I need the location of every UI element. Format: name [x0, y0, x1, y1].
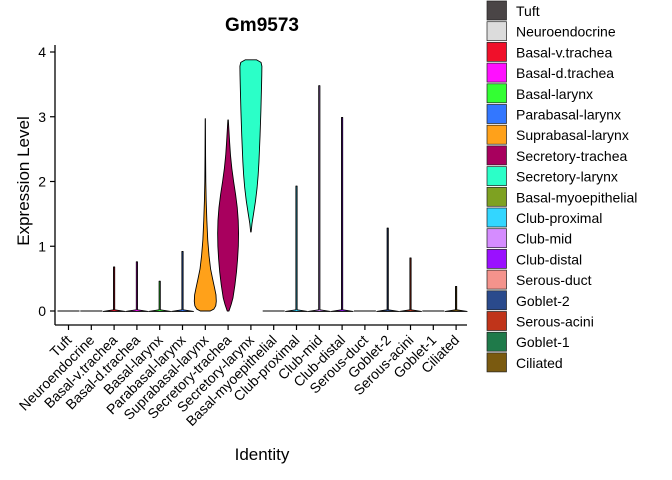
- legend-label-club-proximal: Club-proximal: [516, 210, 602, 226]
- legend-key-basal-larynx: [486, 83, 507, 104]
- legend: Tuft Neuroendocrine Basal-v.trachea Basal-d…: [486, 0, 637, 373]
- violin-secretory-larynx: [239, 59, 263, 233]
- legend-key-ciliated: [486, 352, 507, 373]
- y-tick-label: 1: [38, 238, 46, 254]
- violin-club-distal: [330, 116, 354, 312]
- violin-parabasal-larynx: [171, 250, 194, 312]
- legend-label-ciliated: Ciliated: [516, 355, 563, 371]
- legend-label-parabasal-larynx: Parabasal-larynx: [516, 107, 621, 123]
- legend-key-basal-v-trachea: [486, 42, 507, 62]
- legend-label-serous-duct: Serous-duct: [516, 272, 592, 288]
- legend-key-neuroendocrine: [486, 21, 507, 42]
- legend-label-basal-larynx: Basal-larynx: [516, 86, 593, 102]
- legend-label-neuroendocrine: Neuroendocrine: [516, 24, 616, 40]
- legend-label-club-distal: Club-distal: [516, 251, 582, 267]
- legend-label-basal-d-trachea: Basal-d.trachea: [516, 65, 614, 81]
- legend-key-basal-d-trachea: [486, 62, 507, 83]
- violin-ciliated: [444, 285, 468, 312]
- legend-label-suprabasal-larynx: Suprabasal-larynx: [516, 127, 629, 143]
- legend-key-club-mid: [486, 228, 507, 249]
- legend-label-serous-acini: Serous-acini: [516, 314, 594, 330]
- y-tick-label: 4: [38, 44, 46, 60]
- legend-key-goblet-1: [486, 331, 507, 352]
- legend-label-tuft: Tuft: [516, 3, 540, 19]
- legend-key-club-proximal: [486, 207, 507, 228]
- violin-basal-d-trachea: [125, 261, 149, 312]
- violin-basal-larynx: [148, 280, 172, 312]
- y-tick-label: 2: [38, 174, 46, 190]
- x-axis-title: Identity: [235, 445, 290, 464]
- violin-club-proximal: [285, 185, 308, 312]
- violin-club-mid: [307, 85, 331, 312]
- legend-label-goblet-1: Goblet-1: [516, 334, 570, 350]
- legend-key-serous-duct: [486, 269, 507, 290]
- violin-goblet-2: [376, 227, 400, 312]
- legend-key-suprabasal-larynx: [486, 124, 507, 145]
- legend-key-club-distal: [486, 249, 507, 269]
- legend-label-secretory-larynx: Secretory-larynx: [516, 169, 618, 185]
- legend-key-serous-acini: [486, 311, 507, 331]
- legend-label-basal-myoepithelial: Basal-myoepithelial: [516, 189, 637, 205]
- legend-key-basal-myoepithelial: [486, 186, 507, 207]
- legend-key-goblet-2: [486, 290, 507, 311]
- violin-secretory-trachea: [217, 119, 239, 312]
- violin-suprabasal-larynx: [193, 118, 217, 312]
- plot-area: 01234TuftNeuroendocrineBasal-v.tracheaBa…: [16, 44, 468, 429]
- chart-title: Gm9573: [225, 15, 299, 36]
- legend-key-parabasal-larynx: [486, 104, 507, 124]
- legend-label-basal-v-trachea: Basal-v.trachea: [516, 44, 612, 60]
- y-tick-label: 0: [38, 303, 46, 319]
- legend-label-club-mid: Club-mid: [516, 231, 572, 247]
- legend-label-secretory-trachea: Secretory-trachea: [516, 148, 627, 164]
- y-tick-label: 3: [38, 109, 46, 125]
- violin-serous-acini: [399, 257, 422, 312]
- violin-basal-v-trachea: [102, 266, 126, 312]
- y-axis-title: Expression Level: [14, 116, 33, 245]
- legend-key-tuft: [486, 0, 507, 21]
- legend-key-secretory-trachea: [486, 145, 507, 166]
- legend-key-secretory-larynx: [486, 166, 507, 186]
- legend-label-goblet-2: Goblet-2: [516, 293, 570, 309]
